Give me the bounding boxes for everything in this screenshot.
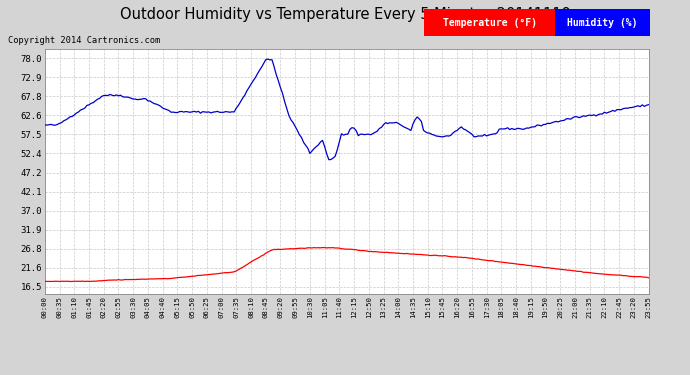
Text: Temperature (°F): Temperature (°F) [443,18,537,27]
Text: Humidity (%): Humidity (%) [567,18,638,27]
Text: Copyright 2014 Cartronics.com: Copyright 2014 Cartronics.com [8,36,161,45]
Text: Outdoor Humidity vs Temperature Every 5 Minutes 20141119: Outdoor Humidity vs Temperature Every 5 … [119,7,571,22]
